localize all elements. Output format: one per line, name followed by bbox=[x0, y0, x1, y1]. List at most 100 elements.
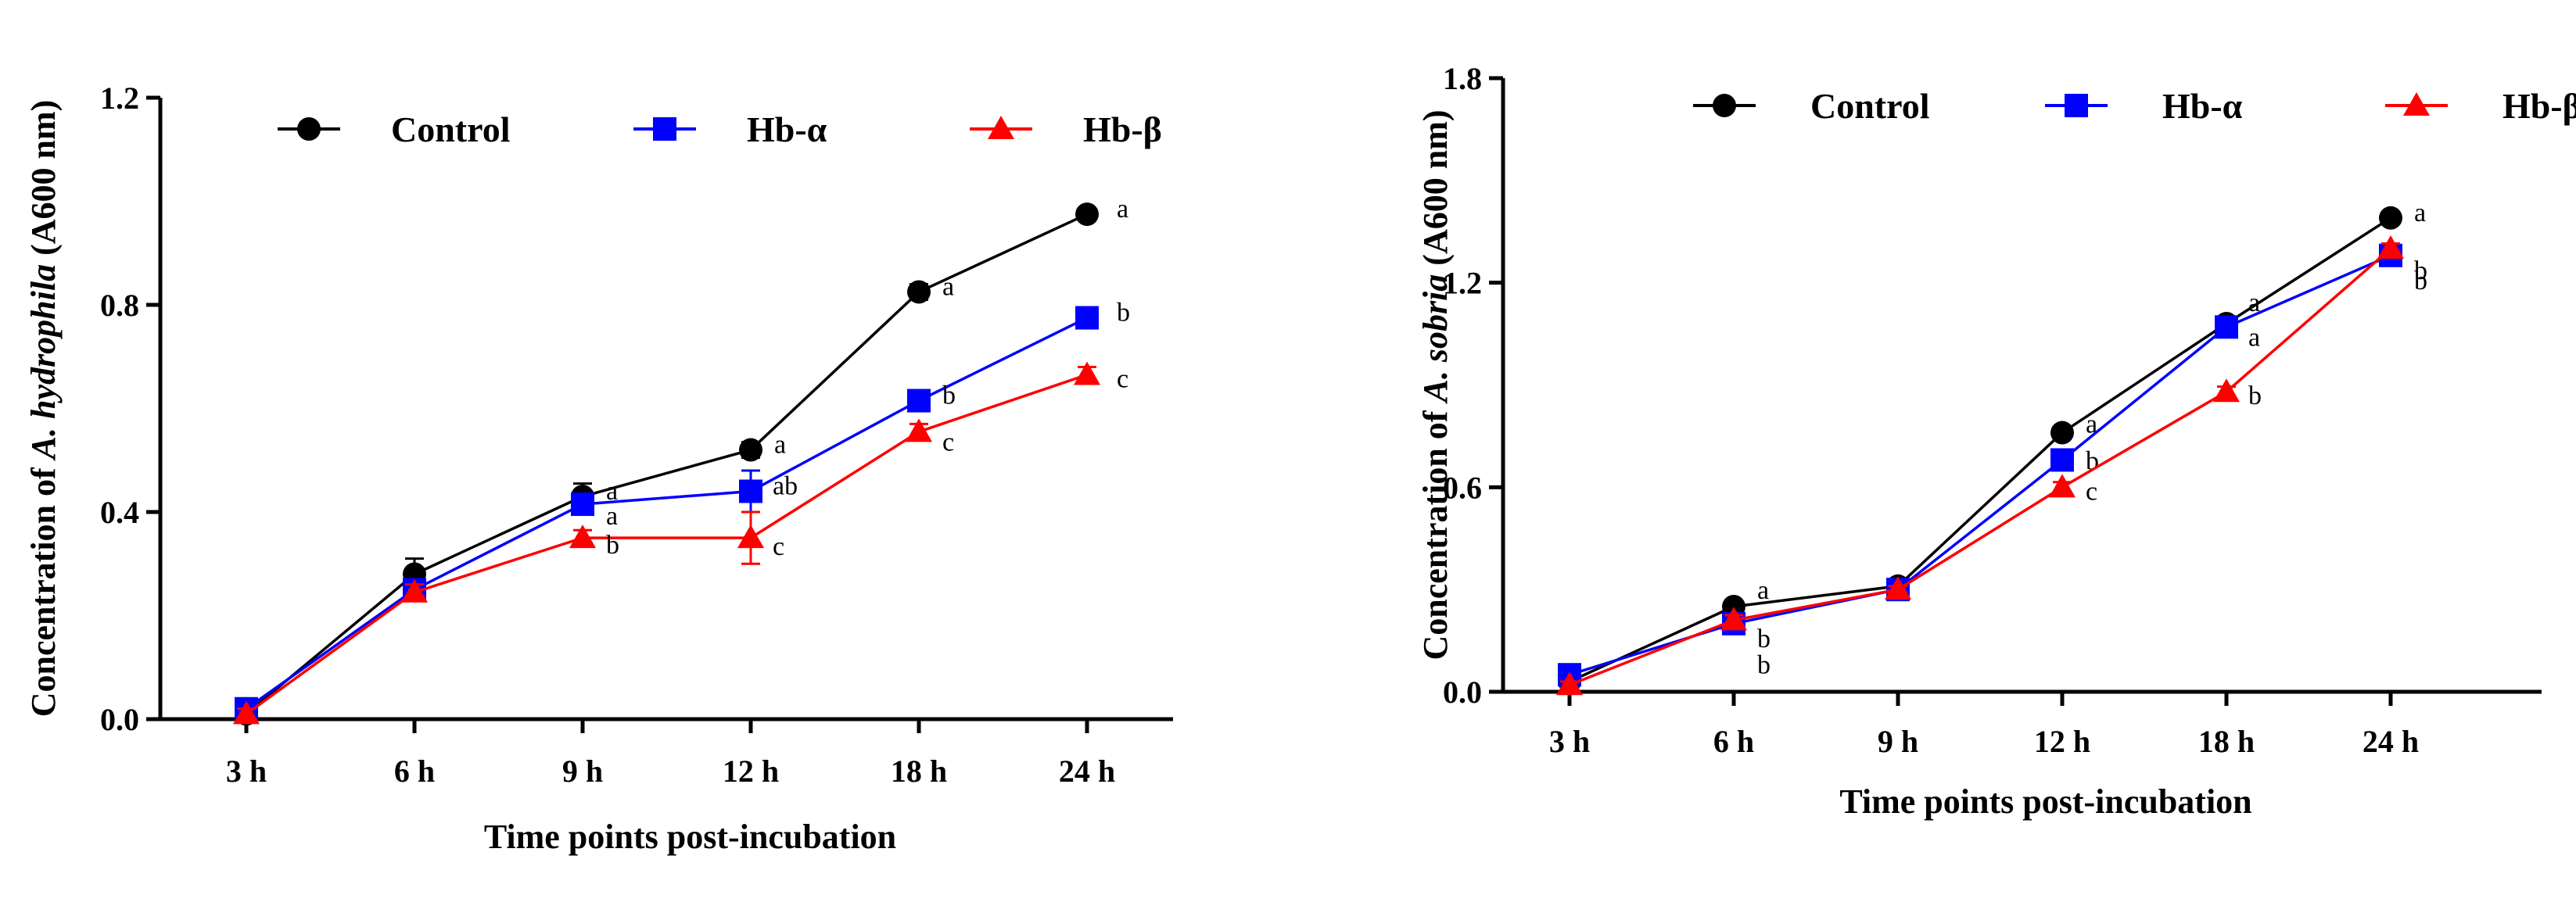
series-square-group bbox=[1558, 243, 2402, 687]
x-axis-title: Time points post-incubation bbox=[1839, 782, 2251, 821]
significance-label: a bbox=[942, 272, 954, 301]
y-axis-title: Concentration of A. hydrophila (A600 nm) bbox=[24, 100, 63, 718]
significance-label: a bbox=[2414, 199, 2426, 227]
y-axis-title-suffix: (A600 nm) bbox=[1416, 110, 1455, 274]
data-point-square bbox=[1075, 306, 1099, 330]
significance-label: b bbox=[1757, 650, 1771, 679]
data-point-triangle bbox=[1074, 361, 1100, 385]
data-point-triangle bbox=[569, 525, 596, 549]
legend-item-square: Hb-α bbox=[633, 109, 827, 149]
y-tick-label: 0.0 bbox=[1443, 675, 1482, 710]
data-point-triangle bbox=[2049, 474, 2076, 498]
legend-marker bbox=[2403, 92, 2430, 116]
legend-label: Control bbox=[391, 109, 511, 149]
legend-item-square: Hb-α bbox=[2045, 86, 2243, 126]
y-tick-label: 1.2 bbox=[100, 81, 139, 116]
data-point-circle bbox=[739, 438, 762, 462]
x-tick-label: 18 h bbox=[891, 754, 947, 789]
data-point-circle bbox=[2379, 206, 2402, 230]
data-point-square bbox=[2050, 448, 2074, 472]
legend-item-triangle: Hb-β bbox=[2385, 86, 2576, 126]
y-tick-label: 1.2 bbox=[1443, 266, 1482, 301]
legend-marker bbox=[2065, 94, 2088, 117]
legend-label: Hb-β bbox=[2502, 86, 2576, 126]
significance-label: b bbox=[2414, 256, 2427, 285]
data-point-square bbox=[571, 492, 594, 517]
x-tick-label: 24 h bbox=[1059, 754, 1115, 789]
x-tick-label: 9 h bbox=[1878, 724, 1918, 759]
data-point-square bbox=[2215, 315, 2238, 339]
x-tick-label: 3 h bbox=[226, 754, 267, 789]
y-tick-label: 0.6 bbox=[1443, 470, 1482, 505]
legend-marker bbox=[297, 117, 321, 141]
significance-label: b bbox=[2248, 381, 2262, 410]
y-tick-label: 0.4 bbox=[100, 495, 139, 530]
series-line-triangle bbox=[245, 373, 1088, 715]
x-tick-label: 9 h bbox=[562, 754, 603, 789]
significance-label: a bbox=[2086, 410, 2097, 439]
series-line-triangle bbox=[1569, 247, 2392, 686]
series-triangle-group bbox=[233, 361, 1100, 725]
significance-label: b bbox=[2414, 267, 2427, 295]
data-point-circle bbox=[907, 280, 931, 304]
data-point-triangle bbox=[401, 578, 428, 603]
y-tick-label: 0.8 bbox=[100, 288, 139, 323]
x-axis-title: Time points post-incubation bbox=[484, 818, 896, 856]
significance-label: b bbox=[1117, 299, 1130, 328]
data-point-square bbox=[739, 479, 762, 503]
series-line-square bbox=[245, 316, 1088, 711]
legend-label: Hb-α bbox=[747, 109, 827, 149]
x-tick-label: 18 h bbox=[2198, 724, 2255, 759]
data-point-triangle bbox=[2213, 378, 2240, 403]
data-point-square bbox=[907, 388, 931, 413]
data-point-triangle bbox=[233, 700, 260, 725]
series-circle-group bbox=[1558, 206, 2402, 693]
x-tick-label: 3 h bbox=[1549, 724, 1590, 759]
data-point-circle bbox=[1075, 202, 1099, 227]
significance-label: a bbox=[1757, 576, 1769, 605]
significance-label: c bbox=[1117, 364, 1128, 393]
legend-label: Hb-α bbox=[2162, 86, 2243, 126]
significance-label: a bbox=[606, 477, 618, 506]
significance-label: a bbox=[1117, 195, 1128, 224]
legend-label: Hb-β bbox=[1083, 109, 1162, 149]
series-triangle-group bbox=[1556, 235, 2404, 696]
y-axis-title-prefix: Concentration of bbox=[1416, 403, 1455, 661]
legend-marker bbox=[988, 116, 1014, 139]
x-tick-label: 6 h bbox=[1713, 724, 1754, 759]
legend-marker bbox=[653, 117, 676, 141]
legend-item-circle: Control bbox=[1693, 86, 1930, 126]
data-point-triangle bbox=[1720, 607, 1747, 631]
chart-svg-hydrophila: 0.0 0.4 0.8 1.2 3 h 6 h 9 h 12 h 18 h 24 h Time po… bbox=[24, 81, 1173, 856]
chart-svg-sobria: 0.0 0.6 1.2 1.8 3 h 6 h 9 h 12 h 18 h 24 h Time po… bbox=[1416, 61, 2576, 821]
y-axis-title-organism: A. hydrophila bbox=[24, 264, 63, 461]
significance-label: ab bbox=[773, 472, 798, 501]
x-tick-label: 12 h bbox=[723, 754, 779, 789]
data-point-triangle bbox=[1885, 576, 1911, 600]
significance-label: a bbox=[774, 431, 786, 460]
data-point-triangle bbox=[737, 525, 764, 549]
significance-label: c bbox=[942, 428, 954, 456]
series-line-square bbox=[1569, 254, 2391, 676]
legend-item-circle: Control bbox=[278, 109, 511, 149]
y-axis-title-organism: A. sobria bbox=[1416, 274, 1455, 405]
significance-label: a bbox=[2248, 288, 2260, 317]
series-circle-group bbox=[235, 202, 1099, 726]
x-tick-label: 12 h bbox=[2034, 724, 2090, 759]
series-line-circle bbox=[1569, 217, 2391, 683]
x-tick-label: 24 h bbox=[2363, 724, 2419, 759]
legend-marker bbox=[1713, 94, 1736, 117]
significance-label: b bbox=[606, 531, 619, 560]
significance-label: c bbox=[773, 532, 784, 561]
series-square-group bbox=[235, 306, 1099, 721]
significance-label: b bbox=[1757, 625, 1771, 653]
series-line-circle bbox=[245, 213, 1088, 715]
significance-label: a bbox=[606, 502, 618, 531]
y-tick-label: 1.8 bbox=[1443, 61, 1482, 96]
data-point-triangle bbox=[2377, 235, 2404, 260]
significance-label: b bbox=[942, 381, 956, 410]
data-point-triangle bbox=[1556, 671, 1583, 696]
x-tick-label: 6 h bbox=[394, 754, 435, 789]
data-point-circle bbox=[2050, 421, 2074, 445]
y-axis-title-prefix: Concentration of bbox=[24, 459, 63, 717]
